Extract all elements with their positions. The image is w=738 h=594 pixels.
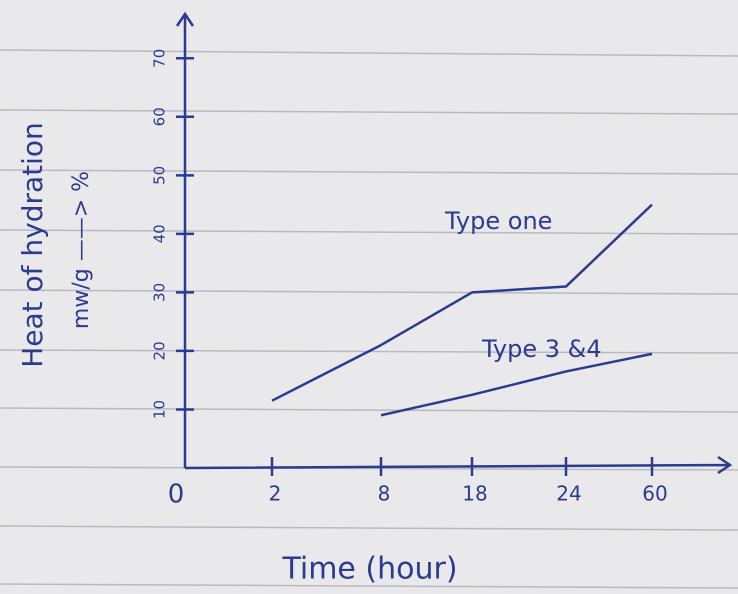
x-tick-label: 60 — [642, 482, 667, 506]
series-line — [381, 354, 652, 415]
x-axis — [185, 457, 730, 473]
page: Time (hour) Heat of hydration mw/g ——> %… — [0, 0, 738, 594]
paper-rules — [0, 50, 738, 588]
y-tick-label: 30 — [151, 283, 169, 302]
x-axis-label: Time (hour) — [281, 552, 457, 587]
y-tick-label: 60 — [151, 107, 169, 126]
y-tick-label: 20 — [151, 341, 169, 360]
y-tick-label: 50 — [151, 166, 169, 185]
chart: Time (hour) Heat of hydration mw/g ——> %… — [0, 0, 738, 594]
y-axis — [177, 14, 193, 468]
x-tick-label: 18 — [462, 482, 487, 506]
x-tick-label: 0 — [168, 480, 185, 510]
series-label: Type 3 &4 — [481, 335, 602, 363]
y-tick-label: 70 — [151, 49, 169, 68]
x-tick-label: 2 — [269, 482, 282, 506]
x-tick-label: 8 — [378, 482, 391, 506]
y-axis-label: Heat of hydration — [16, 122, 49, 368]
x-tick-label: 24 — [556, 482, 581, 506]
y-tick-label: 40 — [151, 224, 169, 243]
series-label: Type one — [444, 207, 552, 235]
y-axis-unit: mw/g ——> % — [69, 171, 94, 329]
y-tick-label: 10 — [151, 400, 169, 419]
